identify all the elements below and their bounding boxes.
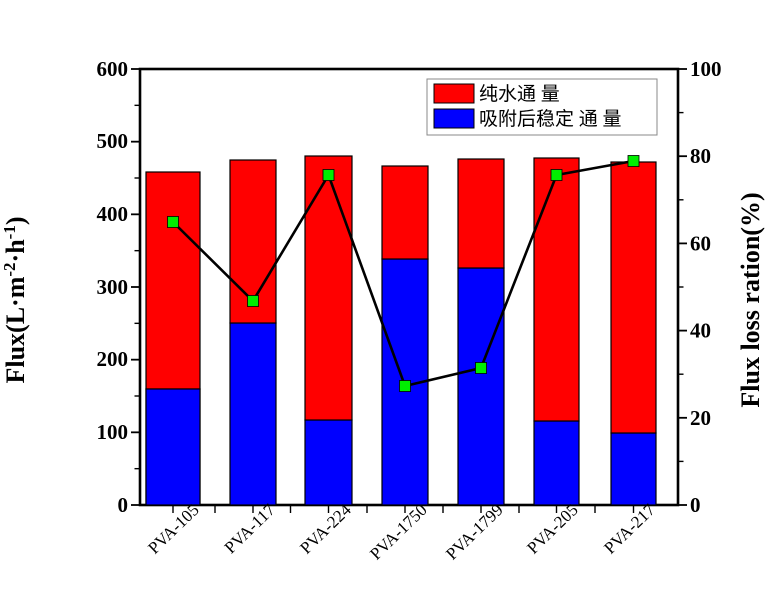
svg-text:300: 300 — [97, 275, 129, 299]
svg-text:纯水通 量: 纯水通 量 — [479, 83, 560, 105]
svg-text:600: 600 — [97, 57, 129, 81]
svg-text:Flux loss ration(%): Flux loss ration(%) — [736, 192, 765, 407]
svg-text:20: 20 — [690, 406, 711, 430]
svg-text:0: 0 — [118, 493, 129, 517]
svg-text:60: 60 — [690, 231, 711, 255]
svg-text:500: 500 — [97, 129, 129, 153]
svg-text:Flux(L·m-2·h-1): Flux(L·m-2·h-1) — [0, 216, 30, 383]
svg-text:400: 400 — [97, 202, 129, 226]
svg-text:0: 0 — [690, 493, 701, 517]
svg-text:200: 200 — [97, 347, 129, 371]
svg-text:40: 40 — [690, 319, 711, 343]
svg-text:吸附后稳定 通 量: 吸附后稳定 通 量 — [479, 108, 622, 130]
svg-text:100: 100 — [97, 420, 129, 444]
svg-text:100: 100 — [690, 57, 722, 81]
svg-text:80: 80 — [690, 144, 711, 168]
